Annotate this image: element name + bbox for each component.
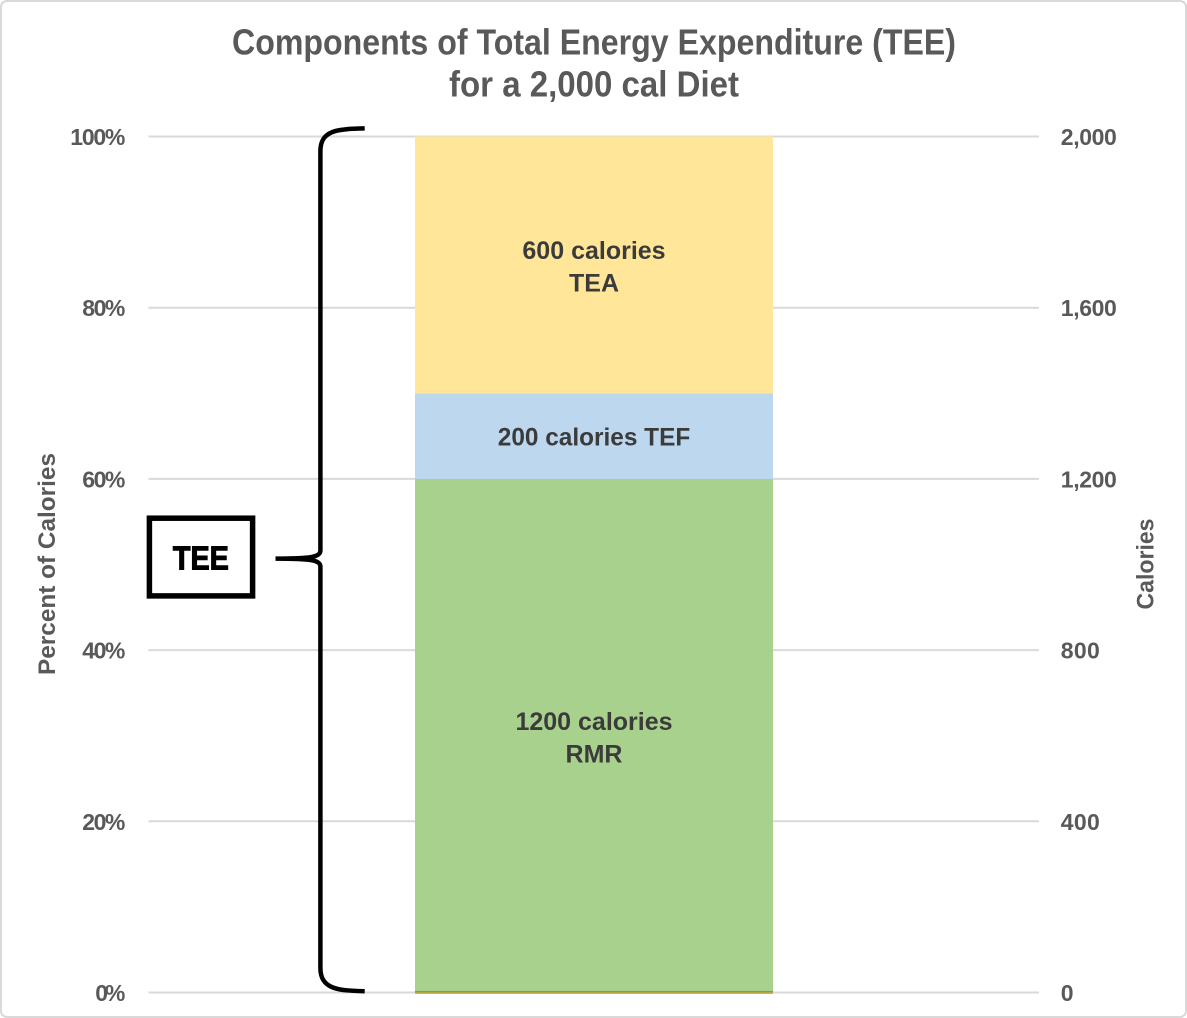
svg-text:0%: 0% — [95, 980, 125, 1006]
svg-text:Percent of Calories: Percent of Calories — [34, 453, 61, 675]
svg-text:TEA: TEA — [569, 269, 619, 297]
svg-text:RMR: RMR — [566, 741, 623, 769]
svg-text:TEE: TEE — [173, 540, 229, 577]
svg-text:20%: 20% — [82, 809, 125, 835]
svg-text:80%: 80% — [82, 295, 125, 321]
svg-text:for a 2,000 cal Diet: for a 2,000 cal Diet — [449, 63, 739, 104]
svg-text:60%: 60% — [82, 466, 125, 492]
svg-text:Calories: Calories — [1133, 519, 1160, 610]
svg-text:200 calories TEF: 200 calories TEF — [498, 423, 691, 451]
svg-text:1,600: 1,600 — [1061, 295, 1117, 321]
svg-text:600 calories: 600 calories — [522, 237, 665, 265]
svg-text:Components of Total Energy Exp: Components of Total Energy Expenditure (… — [232, 22, 956, 63]
svg-text:40%: 40% — [82, 638, 125, 664]
svg-text:100%: 100% — [70, 124, 125, 150]
svg-text:800: 800 — [1061, 638, 1100, 664]
svg-text:2,000: 2,000 — [1061, 124, 1117, 150]
svg-text:0: 0 — [1061, 980, 1074, 1006]
svg-text:1200 calories: 1200 calories — [515, 708, 672, 736]
svg-text:400: 400 — [1061, 809, 1100, 835]
svg-text:1,200: 1,200 — [1061, 466, 1117, 492]
